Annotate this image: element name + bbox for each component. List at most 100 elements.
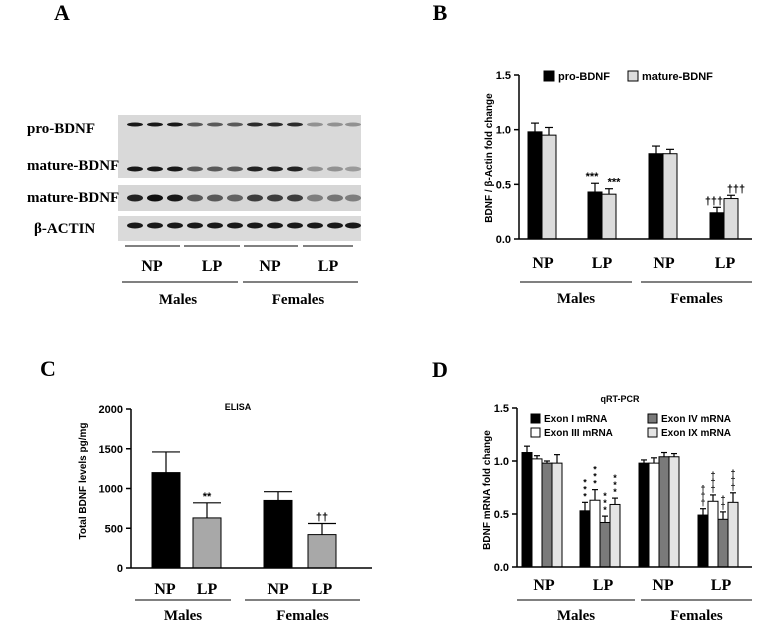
sex-group-label-females: Females	[272, 292, 325, 308]
bar	[541, 462, 553, 568]
blot-band	[127, 122, 143, 127]
bar	[521, 452, 533, 568]
blot-band	[247, 122, 263, 127]
legend-swatch-exon-ix	[647, 427, 658, 438]
blot-band	[187, 222, 203, 229]
group-label: Males	[557, 608, 595, 623]
blot-band	[267, 122, 283, 127]
legend-label-pro-bdnf: pro-BDNF	[558, 71, 610, 83]
significance-mark: †††	[705, 195, 723, 207]
blot-strip-actin	[118, 216, 361, 241]
group-label: Females	[670, 291, 723, 307]
significance-mark: †††	[727, 183, 745, 195]
chart-d-plot: 0.00.51.01.5NP************LP NP††††††††††…	[494, 403, 752, 623]
blot-band	[147, 222, 163, 229]
group-label: Females	[670, 608, 723, 623]
chart-b: BDNF / β-Actin fold change 0.0 0.5 1.0 1.5 N…	[484, 70, 752, 307]
blot-band	[187, 194, 203, 202]
group-label: Males	[164, 608, 202, 623]
bar	[723, 198, 739, 240]
chart-b-plot: 0.0 0.5 1.0 1.5 NP *** *** LP NP ††† ††† LP Males Fem…	[496, 70, 752, 307]
blot-band	[207, 222, 223, 229]
panel-label-b: B	[433, 0, 448, 25]
blot-band	[227, 166, 243, 172]
significance-mark: *	[613, 487, 617, 497]
panel-label-a: A	[54, 0, 70, 25]
bar	[717, 518, 729, 568]
significance-mark: *	[603, 491, 607, 501]
blot-band	[307, 222, 323, 229]
significance-mark: †	[730, 468, 735, 478]
significance-mark: *	[613, 473, 617, 483]
y-tick-label: 1500	[99, 444, 123, 456]
blot-band	[307, 122, 323, 127]
bar	[192, 517, 222, 569]
significance-mark: †	[720, 494, 725, 504]
blot-band	[227, 194, 243, 202]
significance-mark: *	[603, 505, 607, 515]
blot-band	[167, 194, 183, 202]
significance-mark: †	[700, 498, 705, 508]
blot-band	[287, 194, 303, 202]
chart-c-plot: 0 500 1000 1500 2000 NP ** LP NP †† LP Males Females	[99, 404, 372, 623]
bar	[609, 503, 621, 568]
y-tick-label: 0.0	[494, 562, 509, 574]
x-category-label: LP	[197, 581, 218, 598]
blot-band	[287, 166, 303, 172]
legend-swatch-exon-iii	[530, 427, 541, 438]
bar	[648, 153, 664, 240]
bar	[648, 462, 660, 568]
y-tick-label: 0.5	[496, 179, 511, 191]
legend-swatch-mature-bdnf	[627, 70, 639, 82]
bar	[668, 456, 680, 568]
x-category-label: LP	[711, 577, 732, 594]
significance-mark: †	[700, 491, 705, 501]
blot-band	[187, 166, 203, 172]
blot-row-label-pro-bdnf: pro-BDNF	[27, 121, 95, 137]
x-category-label: LP	[312, 581, 333, 598]
x-category-label: NP	[267, 581, 289, 598]
legend-swatch-exon-iv	[647, 413, 658, 424]
blot-band	[227, 122, 243, 127]
bar	[589, 499, 601, 568]
chart-c-title: ELISA	[225, 402, 252, 412]
blot-bands	[127, 122, 361, 229]
panel-label-c: C	[40, 356, 56, 381]
significance-mark: †	[730, 475, 735, 485]
blot-band	[167, 222, 183, 229]
blot-band	[147, 122, 163, 127]
y-tick-label: 1.5	[496, 70, 511, 82]
blot-band	[267, 194, 283, 202]
blot-band	[207, 194, 223, 202]
significance-mark: *	[613, 480, 617, 490]
significance-mark: †	[710, 470, 715, 480]
bar	[599, 521, 611, 568]
blot-row-label-mature-bdnf-1: mature-BDNF	[27, 158, 119, 174]
x-category-label: NP	[533, 577, 555, 594]
blot-band	[267, 166, 283, 172]
chart-d-title: qRT-PCR	[601, 394, 640, 404]
blot-band	[307, 166, 323, 172]
western-blot-panel: pro-BDNF mature-BDNF mature-BDNF β-ACTIN…	[27, 115, 361, 308]
significance-mark: ***	[586, 171, 600, 183]
blot-row-label-actin: β-ACTIN	[34, 221, 95, 237]
chart-d-y-label: BDNF mRNA fold change	[482, 430, 493, 550]
significance-mark: *	[593, 472, 597, 482]
blot-band	[327, 194, 343, 202]
blot-band	[247, 166, 263, 172]
lane-group-label: NP	[141, 258, 163, 275]
blot-band	[227, 222, 243, 229]
bar	[709, 212, 725, 240]
significance-mark: **	[203, 491, 212, 503]
y-tick-label: 0.0	[496, 234, 511, 246]
legend-label-exon-i: Exon I mRNA	[544, 414, 607, 425]
blot-band	[287, 122, 303, 127]
blot-band	[267, 222, 283, 229]
x-category-label: NP	[154, 581, 176, 598]
significance-mark: *	[593, 479, 597, 489]
significance-mark: †	[730, 482, 735, 492]
blot-band	[327, 166, 343, 172]
significance-mark: *	[603, 498, 607, 508]
bar	[531, 458, 543, 568]
y-tick-label: 1.5	[494, 403, 509, 415]
